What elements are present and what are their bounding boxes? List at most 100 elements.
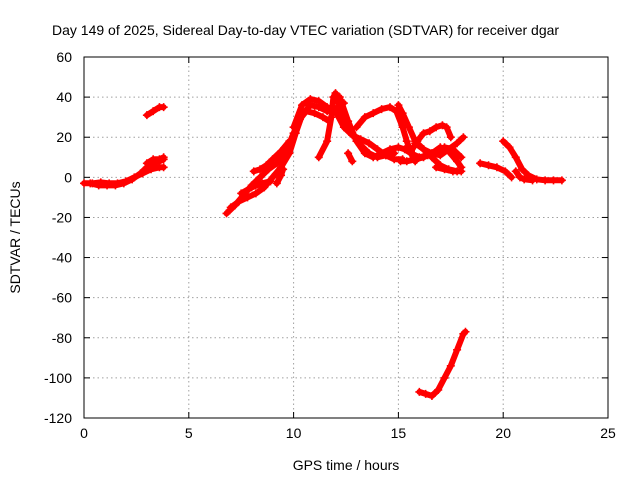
series-line (238, 178, 274, 197)
data-point-marker (419, 145, 428, 154)
data-point-marker (235, 197, 244, 206)
series-line (416, 328, 469, 399)
data-point-marker (256, 173, 265, 182)
data-point-marker (111, 181, 120, 190)
series-arc-09 (272, 165, 288, 188)
series-arc-20 (415, 327, 470, 400)
x-tick-label: 25 (600, 425, 616, 441)
data-point-marker (344, 117, 353, 126)
data-point-marker (352, 123, 361, 132)
axis-ticks: 0 5 10 15 20 25 -120 -100 -80 -60 -40 -20 0 20 40 60 (44, 49, 616, 441)
data-point-marker (377, 149, 386, 158)
data-point-marker (515, 173, 524, 182)
data-point-marker (427, 391, 436, 400)
series-arc-04 (142, 103, 168, 120)
y-axis-title: SDTVAR / TECUs (7, 181, 23, 293)
data-point-marker (394, 143, 403, 152)
data-point-marker (226, 203, 235, 212)
data-point-marker (249, 167, 258, 176)
data-point-marker (159, 103, 168, 112)
data-point-marker (266, 177, 275, 186)
data-point-marker (348, 157, 357, 166)
data-point-marker (331, 89, 340, 98)
series-arc-08 (249, 137, 294, 176)
series-arc-03 (142, 153, 168, 168)
data-point-marker (103, 181, 112, 190)
data-point-marker (499, 137, 508, 146)
data-point-marker (432, 123, 441, 132)
data-point-marker (360, 149, 369, 158)
data-point-marker (511, 153, 520, 162)
data-point-marker (258, 179, 267, 188)
data-point-marker (453, 139, 462, 148)
data-point-marker (453, 157, 462, 166)
data-point-marker (277, 147, 286, 156)
chart-title: Day 149 of 2025, Sidereal Day-to-day VTE… (52, 22, 559, 38)
data-point-marker (327, 113, 336, 122)
data-point-marker (285, 137, 294, 146)
data-point-marker (411, 155, 420, 164)
data-point-marker (436, 143, 445, 152)
data-point-marker (277, 171, 286, 180)
data-point-marker (373, 145, 382, 154)
data-point-marker (323, 137, 332, 146)
data-point-marker (425, 127, 434, 136)
data-point-marker (419, 153, 428, 162)
data-point-marker (411, 139, 420, 148)
data-point-marker (394, 101, 403, 110)
data-point-marker (402, 157, 411, 166)
data-point-marker (448, 167, 457, 176)
data-point-marker (149, 107, 158, 116)
series-arc-23 (511, 167, 537, 185)
data-point-marker (155, 155, 164, 164)
data-point-marker (507, 173, 516, 182)
data-point-marker (404, 123, 413, 132)
data-point-marker (142, 159, 151, 168)
y-tick-label: 20 (56, 129, 72, 145)
data-point-marker (256, 165, 265, 174)
data-point-marker (262, 161, 271, 170)
y-tick-label: -40 (52, 250, 72, 266)
data-point-marker (344, 149, 353, 158)
data-point-marker (461, 327, 470, 336)
data-point-marker (438, 121, 447, 130)
data-point-marker (446, 361, 455, 370)
data-point-marker (377, 105, 386, 114)
series-line (512, 168, 536, 184)
data-point-marker (128, 175, 137, 184)
data-point-marker (251, 189, 260, 198)
data-point-marker (398, 109, 407, 118)
data-point-marker (440, 165, 449, 174)
data-point-marker (442, 123, 451, 132)
data-point-marker (94, 181, 103, 190)
data-point-marker (419, 129, 428, 138)
data-point-marker (501, 167, 510, 176)
data-point-marker (314, 153, 323, 162)
data-point-marker (285, 149, 294, 158)
y-tick-label: 0 (64, 169, 72, 185)
data-point-marker (314, 97, 323, 106)
data-point-marker (446, 133, 455, 142)
data-point-marker (484, 161, 493, 170)
data-point-marker (360, 113, 369, 122)
data-point-marker (436, 151, 445, 160)
data-point-marker (142, 111, 151, 120)
series-arc-19 (432, 163, 466, 176)
data-point-marker (427, 153, 436, 162)
y-tick-label: 40 (56, 89, 72, 105)
data-point-marker (444, 147, 453, 156)
y-tick-label: -20 (52, 209, 72, 225)
data-point-marker (459, 133, 468, 142)
x-tick-label: 15 (391, 425, 407, 441)
data-point-marker (159, 163, 168, 172)
data-point-marker (453, 345, 462, 354)
series-arc-13 (344, 149, 357, 166)
y-tick-label: -120 (44, 410, 72, 426)
data-point-marker (457, 167, 466, 176)
series-arc-17 (406, 121, 455, 156)
data-point-marker (291, 129, 300, 138)
y-tick-label: -100 (44, 370, 72, 386)
data-point-marker (86, 179, 95, 188)
data-point-marker (440, 373, 449, 382)
data-point-marker (476, 159, 485, 168)
